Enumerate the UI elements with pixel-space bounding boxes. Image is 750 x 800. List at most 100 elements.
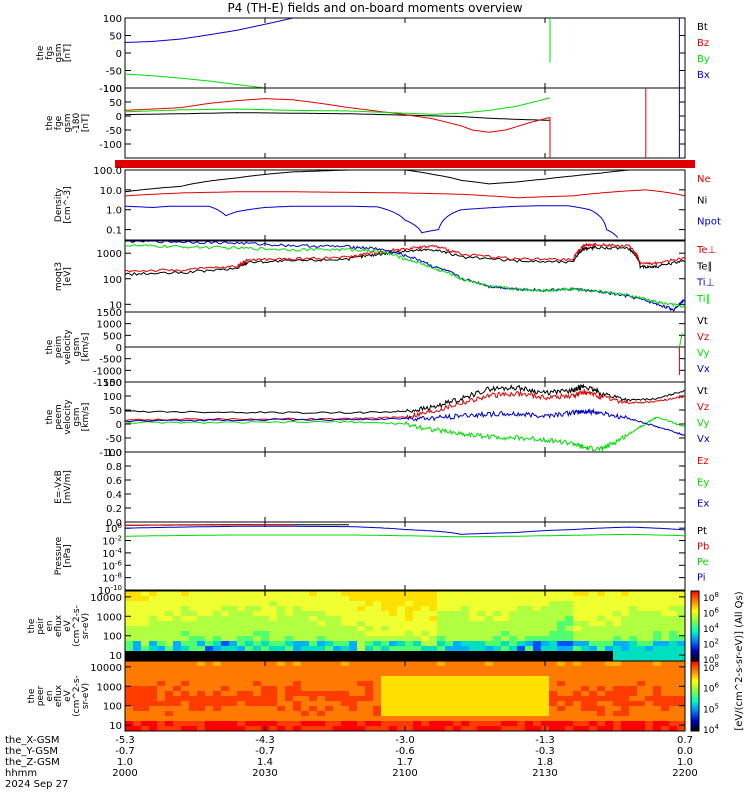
heatmap-cell [533,591,542,597]
heatmap-cell [205,686,214,692]
heatmap-cell [301,726,310,732]
heatmap-cell [485,626,494,632]
heatmap-cell [381,726,390,732]
heatmap-cell [461,726,470,732]
heatmap-cell [285,621,294,627]
heatmap-cell [421,661,430,667]
heatmap-cell [421,601,430,607]
heatmap-cell [653,686,662,692]
heatmap-cell [517,721,526,727]
heatmap-cell [221,711,230,717]
heatmap-cell [373,696,382,702]
heatmap-cell [501,591,510,597]
heatmap-cell [501,636,510,642]
heatmap-cell [661,591,670,597]
heatmap-cell [333,676,342,682]
heatmap-cell [277,671,286,677]
heatmap-cell [533,666,542,672]
xaxis-value: 1.7 [397,757,413,768]
heatmap-cell [205,671,214,677]
heatmap-cell [213,671,222,677]
heatmap-cell [237,661,246,667]
heatmap-cell [133,631,142,637]
heatmap-cell [581,676,590,682]
panel-moments [124,240,686,313]
heatmap-cell [469,721,478,727]
heatmap-cell [245,636,254,642]
heatmap-cell [541,686,550,692]
heatmap-cell [501,641,510,647]
heatmap-cell [421,676,430,682]
heatmap-cell [621,591,630,597]
heatmap-cell [309,621,318,627]
heatmap-cell [341,606,350,612]
heatmap-cell [589,656,598,662]
heatmap-cell [613,611,622,617]
heatmap-cell [181,721,190,727]
heatmap-cell [325,646,334,652]
heatmap-cell [317,671,326,677]
heatmap-cell [301,676,310,682]
heatmap-cell [533,611,542,617]
heatmap-cell [581,716,590,722]
heatmap-cell [645,721,654,727]
heatmap-cell [301,651,310,657]
heatmap-cell [533,641,542,647]
heatmap-cell [205,721,214,727]
heatmap-cell [493,706,502,712]
heatmap-cell [565,591,574,597]
heatmap-cell [165,691,174,697]
heatmap-cell [589,711,598,717]
heatmap-cell [613,626,622,632]
heatmap-cell [349,676,358,682]
heatmap-cell [301,686,310,692]
series-line-Ti∥ [125,244,685,309]
heatmap-cell [509,671,518,677]
heatmap-cell [125,596,134,602]
heatmap-cell [533,711,542,717]
heatmap-cell [501,691,510,697]
heatmap-cell [213,616,222,622]
heatmap-cell [605,656,614,662]
heatmap-cell [445,691,454,697]
y-tick-label: 10000 [90,593,122,604]
heatmap-cell [629,721,638,727]
heatmap-cell [405,621,414,627]
heatmap-cell [317,676,326,682]
heatmap-cell [365,606,374,612]
heatmap-cell [637,671,646,677]
heatmap-cell [341,716,350,722]
heatmap-cell [221,661,230,667]
heatmap-cell [181,601,190,607]
heatmap-cell [629,656,638,662]
heatmap-cell [277,661,286,667]
heatmap-cell [325,616,334,622]
heatmap-cell [125,591,134,597]
heatmap-cell [245,676,254,682]
heatmap-cell [157,631,166,637]
heatmap-cell [373,666,382,672]
heatmap-cell [533,616,542,622]
heatmap-cell [389,696,398,702]
heatmap-cell [301,691,310,697]
heatmap-cell [509,641,518,647]
heatmap-cell [565,606,574,612]
heatmap-cell [317,686,326,692]
panel-mode-bar [115,160,695,168]
colorbar-tick: 104 [703,622,719,635]
heatmap-cell [189,646,198,652]
y-tick-label: 100 [103,702,122,713]
heatmap-cell [405,676,414,682]
heatmap-cell [445,611,454,617]
heatmap-cell [525,681,534,687]
heatmap-cell [285,636,294,642]
heatmap-cell [629,651,638,657]
heatmap-cell [309,726,318,732]
heatmap-cell [277,656,286,662]
heatmap-cell [149,631,158,637]
heatmap-cell [501,621,510,627]
series-line-Bt [125,112,550,121]
heatmap-cell [165,651,174,657]
heatmap-cell [349,666,358,672]
heatmap-cell [677,591,686,597]
